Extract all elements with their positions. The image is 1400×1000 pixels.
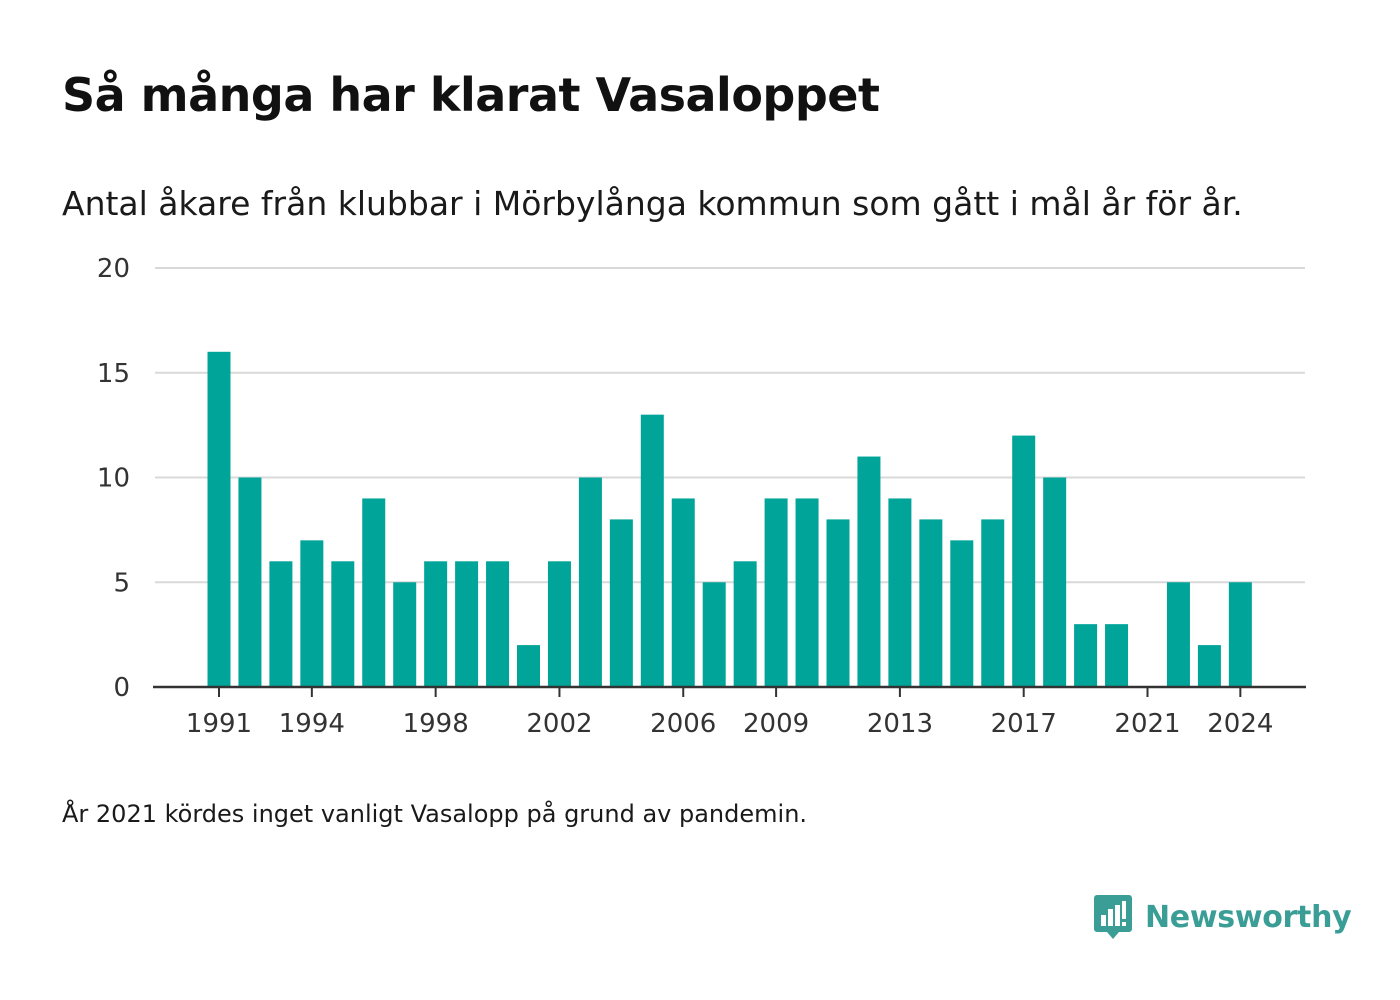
bar-2022 [1166,582,1190,687]
brand-logo: Newsworthy [1093,893,1352,941]
bar-2015 [950,540,974,687]
x-tick-label-2021: 2021 [1114,709,1180,739]
bar-1993 [269,561,293,687]
bar-2007 [702,582,726,687]
page-subtitle: Antal åkare från klubbar i Mörbylånga ko… [62,184,1243,223]
bar-1997 [393,582,417,687]
bar-1992 [238,477,262,687]
bar-2002 [547,561,571,687]
bar-1995 [331,561,355,687]
tick-labels: 0 5 10 15 20 1991 1994 1998 2002 2006 2009 2013 2017… [97,254,1274,739]
x-tick-label-2017: 2017 [991,709,1057,739]
y-tick-label-0: 0 [113,673,130,703]
bar-2020 [1105,624,1129,687]
bar-2019 [1074,624,1098,687]
brand-name: Newsworthy [1145,899,1352,935]
bar-2003 [578,477,602,687]
bar-2016 [981,519,1005,687]
bar-2012 [857,456,881,687]
bar-2004 [609,519,633,687]
bar-2008 [733,561,757,687]
footnote: År 2021 kördes inget vanligt Vasalopp på… [62,800,808,828]
bar-2006 [671,498,695,687]
x-tick-label-1998: 1998 [403,709,469,739]
newsworthy-logo-icon [1094,895,1132,939]
bar-1996 [362,498,386,687]
x-tick-label-2024: 2024 [1207,709,1273,739]
grid-lines [155,267,1305,584]
bar-2024 [1228,582,1252,687]
bar-2014 [919,519,943,687]
axes [153,685,1306,697]
x-tick-label-2009: 2009 [743,709,809,739]
bar-2023 [1197,645,1221,687]
bar-1991 [207,351,231,687]
bar-2017 [1012,435,1036,687]
bar-1998 [424,561,448,687]
x-tick-label-2006: 2006 [650,709,716,739]
bar-2009 [764,498,788,687]
bar-2018 [1043,477,1067,687]
page-title: Så många har klarat Vasaloppet [62,68,880,122]
bar-2011 [826,519,850,687]
bar-2005 [640,414,664,687]
y-tick-label-20: 20 [97,254,130,284]
x-tick-label-1991: 1991 [186,709,252,739]
bar-2001 [517,645,540,687]
bar-1994 [300,540,324,687]
y-tick-label-10: 10 [97,464,130,494]
x-tick-label-2002: 2002 [526,709,592,739]
x-tick-label-2013: 2013 [867,709,933,739]
bars [207,351,1252,687]
y-tick-label-5: 5 [113,568,130,598]
bar-2013 [888,498,912,687]
y-tick-label-15: 15 [97,359,130,389]
x-tick-label-1994: 1994 [279,709,345,739]
bar-2000 [486,561,510,687]
bar-2010 [795,498,819,687]
bar-1999 [455,561,479,687]
